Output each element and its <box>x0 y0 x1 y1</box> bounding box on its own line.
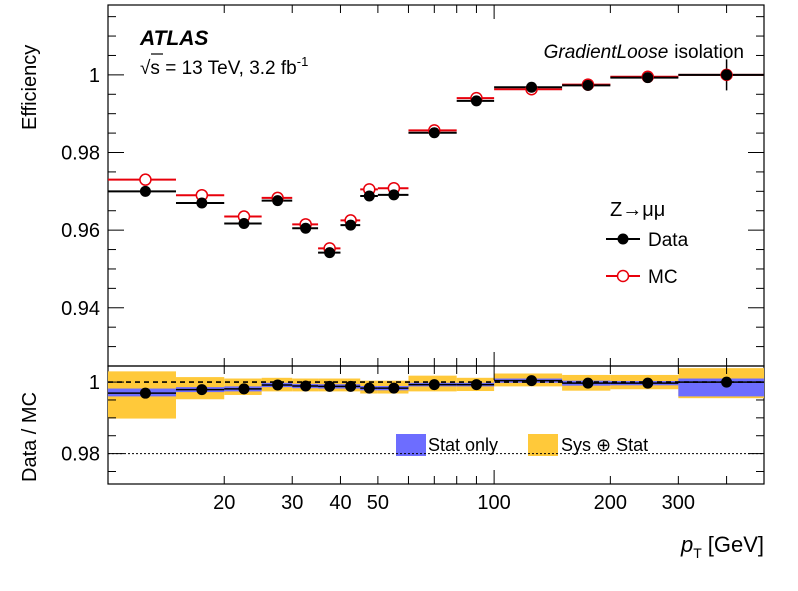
energy-label-text: √s = 13 TeV, 3.2 fb <box>140 58 297 79</box>
ratio-point <box>139 387 151 399</box>
data-point <box>721 69 733 81</box>
main-y-tick-label: 0.98 <box>61 143 100 165</box>
isolation-label-name: GradientLoose <box>544 42 669 63</box>
x-tick-label: 20 <box>213 492 235 514</box>
ratio-point <box>300 380 312 392</box>
energy-label-superscript: -1 <box>297 54 309 69</box>
ratio-legend: Stat only Sys ⊕ Stat <box>396 434 648 456</box>
legend-entry-mc: MC <box>606 267 678 288</box>
ratio-point <box>363 382 375 394</box>
legend-data-label: Data <box>648 230 689 251</box>
x-tick-label: 50 <box>367 492 389 514</box>
legend-syst-label: Sys ⊕ Stat <box>561 435 648 455</box>
ratio-y-tick-label: 0.98 <box>61 444 100 466</box>
x-axis-title: pT [GeV] <box>680 532 764 561</box>
data-point <box>642 72 654 84</box>
data-point <box>363 190 375 202</box>
ratio-point <box>196 384 208 396</box>
data-point <box>196 197 208 209</box>
ratio-y-tick-label: 1 <box>89 372 100 394</box>
process-label: Z→μμ <box>610 199 665 221</box>
x-tick-label: 200 <box>594 492 627 514</box>
ratio-point <box>721 376 733 388</box>
ratio-point <box>388 382 400 394</box>
data-point <box>238 218 250 230</box>
data-point <box>582 79 594 91</box>
x-tick-label: 300 <box>662 492 695 514</box>
x-axis-title-subscript: T <box>693 545 702 561</box>
x-tick-label: 100 <box>477 492 510 514</box>
data-point <box>526 81 538 93</box>
legend-mc-marker <box>616 269 630 283</box>
x-axis-title-unit: [GeV] <box>708 532 764 557</box>
main-y-tick-label: 0.94 <box>61 298 100 320</box>
experiment-label: ATLAS <box>139 27 208 50</box>
x-tick-label: 40 <box>329 492 351 514</box>
ratio-point <box>324 380 336 392</box>
isolation-label: GradientLoose isolation <box>544 42 744 63</box>
ratio-point <box>582 377 594 389</box>
data-point <box>324 247 336 259</box>
ratio-point <box>470 379 482 391</box>
mc-point <box>139 173 152 186</box>
legend-stat-label: Stat only <box>428 435 498 455</box>
legend-mc-label: MC <box>648 267 678 288</box>
data-point <box>388 189 400 201</box>
data-point <box>470 95 482 107</box>
legend-entry-data: Data <box>606 230 689 251</box>
data-point <box>345 219 357 231</box>
legend-data-marker <box>617 233 629 245</box>
ratio-point <box>238 383 250 395</box>
main-y-axis-title: Efficiency <box>19 45 41 130</box>
ratio-point <box>526 375 538 387</box>
isolation-label-suffix: isolation <box>674 42 744 63</box>
stat-band-bin <box>678 378 764 397</box>
legend-syst-swatch <box>528 434 558 456</box>
ratio-y-axis-title: Data / MC <box>19 392 41 482</box>
ratio-point <box>272 379 284 391</box>
x-tick-label: 30 <box>281 492 303 514</box>
main-plot-area <box>108 59 764 259</box>
data-point <box>300 222 312 234</box>
ratio-point <box>345 380 357 392</box>
ratio-panel-frame <box>107 365 765 485</box>
x-axis-title-p: p <box>680 532 693 557</box>
legend-stat-swatch <box>396 434 426 456</box>
main-y-tick-label: 1 <box>89 65 100 87</box>
main-y-tick-label: 0.96 <box>61 220 100 242</box>
data-point <box>272 195 284 207</box>
ratio-point <box>428 379 440 391</box>
ratio-plot-area <box>108 368 764 455</box>
ratio-point <box>642 377 654 389</box>
data-point <box>139 185 151 197</box>
energy-label: √s = 13 TeV, 3.2 fb-1 <box>140 54 308 79</box>
data-point <box>428 127 440 139</box>
